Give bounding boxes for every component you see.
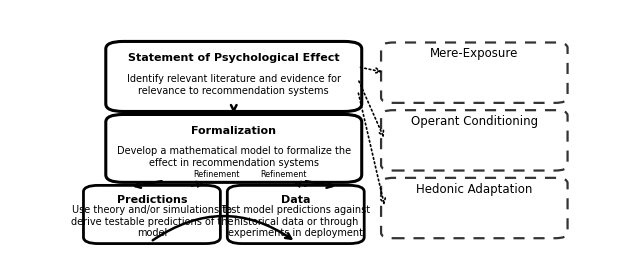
Text: Develop a mathematical model to formalize the
effect in recommendation systems: Develop a mathematical model to formaliz…	[116, 146, 351, 168]
Text: Identify relevant literature and evidence for
relevance to recommendation system: Identify relevant literature and evidenc…	[127, 74, 340, 96]
Text: Data: Data	[281, 195, 310, 205]
Text: Predictions: Predictions	[116, 195, 187, 205]
Text: Use theory and/or simulations to
derive testable predictions of the
model: Use theory and/or simulations to derive …	[70, 205, 233, 238]
Text: Test model predictions against
historical data or through
experiments in deploym: Test model predictions against historica…	[221, 205, 371, 238]
Text: Statement of Psychological Effect: Statement of Psychological Effect	[128, 54, 340, 63]
Text: Mere-Exposure: Mere-Exposure	[430, 47, 518, 60]
FancyBboxPatch shape	[381, 110, 568, 170]
Text: Formalization: Formalization	[191, 126, 276, 136]
FancyBboxPatch shape	[381, 178, 568, 238]
Text: Hedonic Adaptation: Hedonic Adaptation	[416, 183, 532, 196]
Text: Refinement: Refinement	[193, 170, 239, 179]
FancyBboxPatch shape	[83, 185, 220, 244]
Text: Operant Conditioning: Operant Conditioning	[411, 115, 538, 128]
FancyBboxPatch shape	[106, 114, 362, 182]
FancyBboxPatch shape	[381, 42, 568, 103]
FancyBboxPatch shape	[227, 185, 364, 244]
FancyBboxPatch shape	[106, 41, 362, 112]
Text: Refinement: Refinement	[260, 170, 307, 179]
